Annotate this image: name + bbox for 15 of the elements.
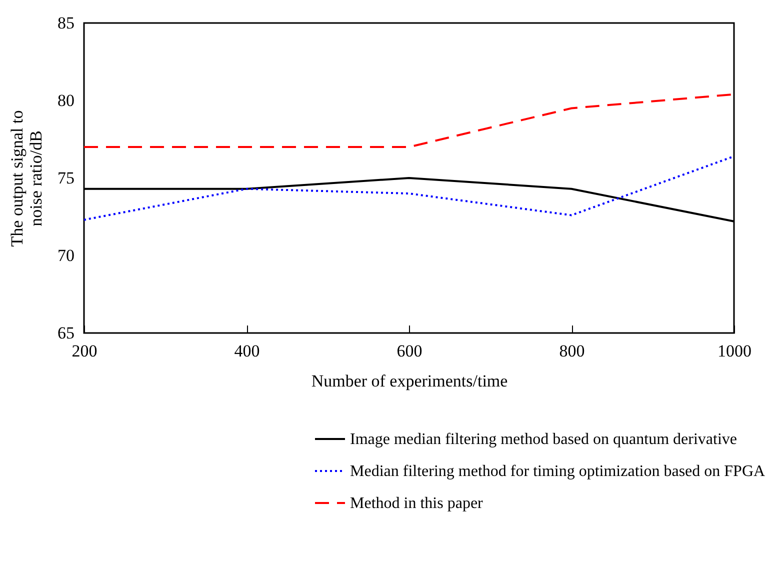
x-tick-label: 400 — [234, 342, 260, 360]
y-axis-title: The output signal to noise ratio/dB — [8, 110, 46, 247]
legend-label: Median filtering method for timing optimization based on FPGA — [350, 463, 766, 480]
y-tick-label: 70 — [58, 246, 74, 265]
x-tick-label: 600 — [396, 342, 422, 360]
y-tick-label: 80 — [58, 91, 74, 110]
y-tick-label: 65 — [58, 324, 74, 342]
legend-label: Image median filtering method based on quantum derivative — [350, 431, 737, 448]
y-tick-label: 85 — [58, 14, 74, 32]
x-tick-label: 1000 — [718, 342, 752, 360]
y-tick-label: 75 — [58, 168, 74, 188]
x-tick-label: 800 — [559, 342, 585, 360]
x-tick-label: 200 — [72, 342, 98, 360]
x-axis-title: Number of experiments/time — [311, 372, 508, 390]
legend-label: Method in this paper — [350, 495, 484, 512]
